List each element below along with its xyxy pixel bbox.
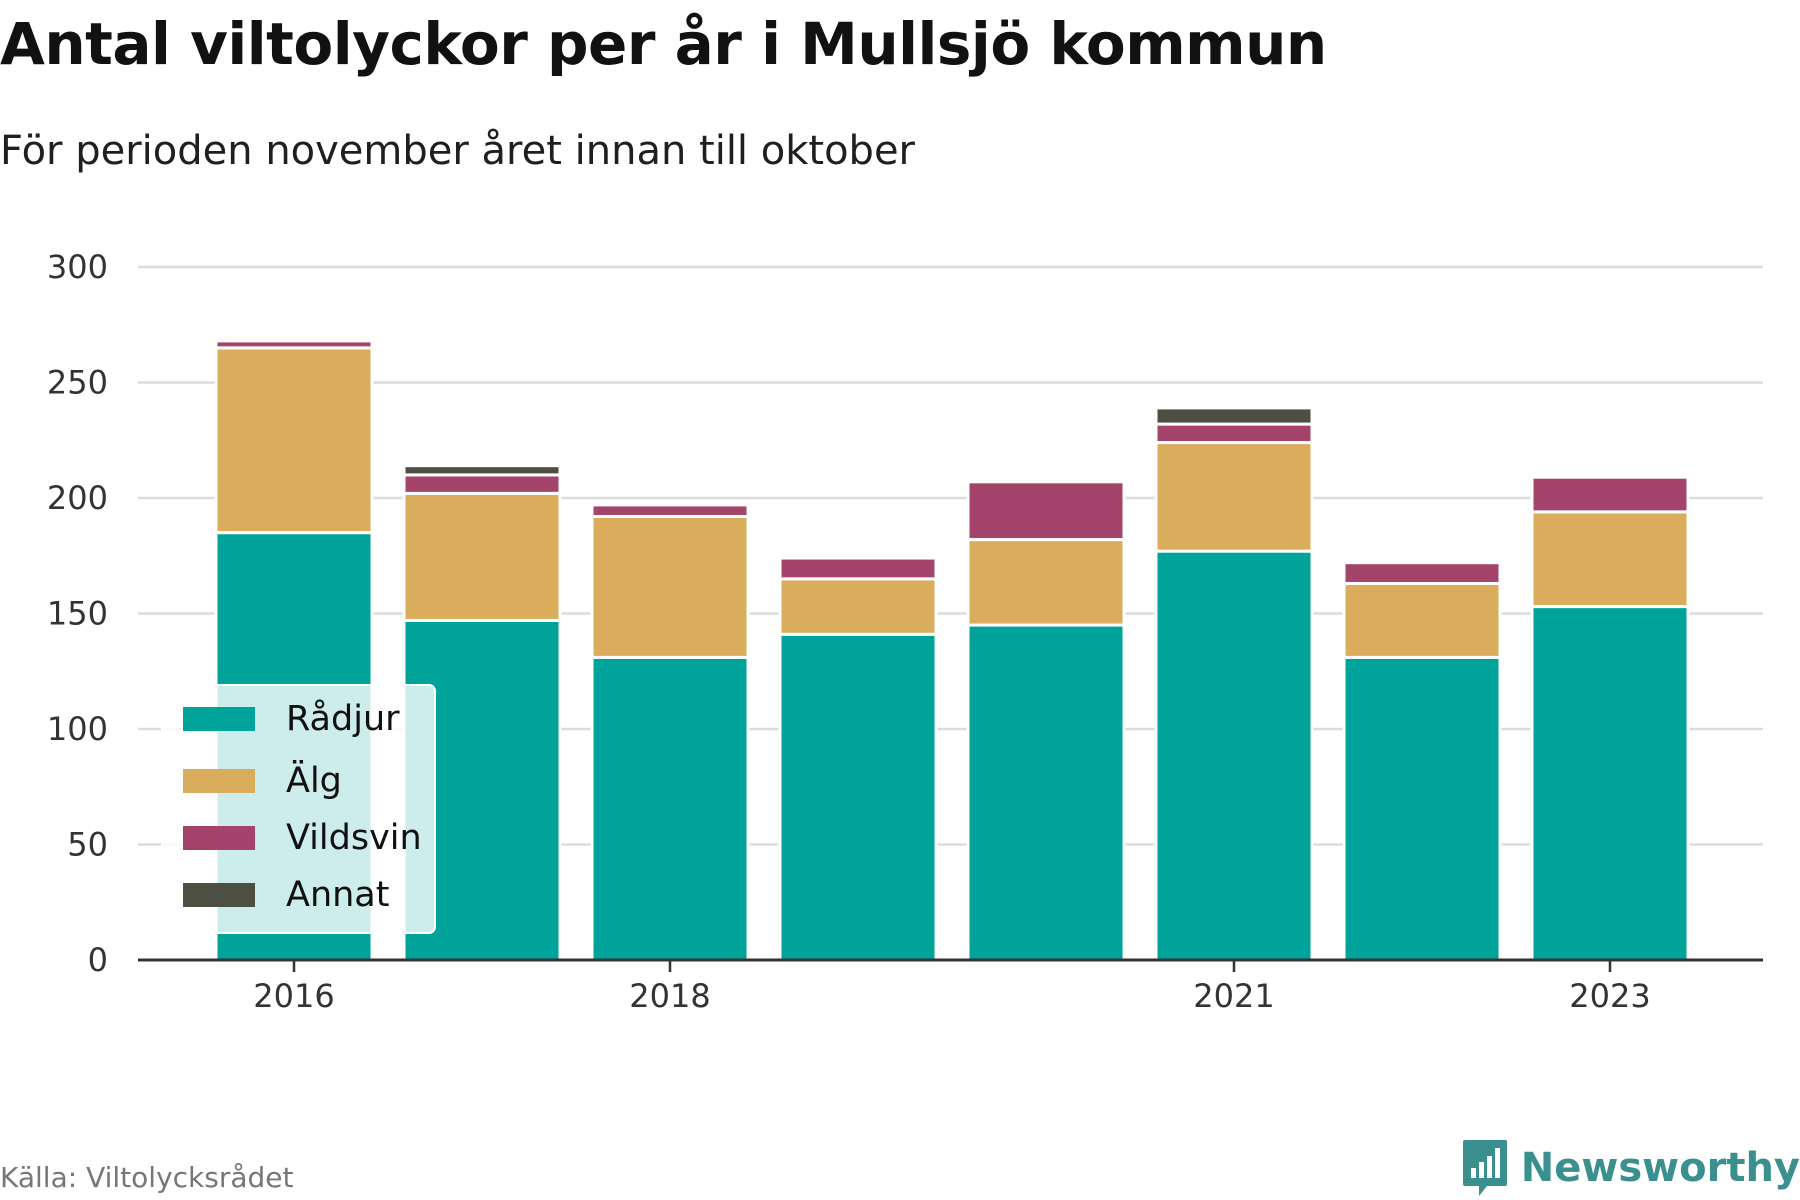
bar-segment bbox=[1342, 561, 1502, 585]
bar-segment bbox=[966, 538, 1126, 627]
x-axis-ticks: 2016 2018 2021 2023 bbox=[253, 960, 1651, 1015]
bar-segment bbox=[590, 655, 750, 962]
bar-segment bbox=[402, 491, 562, 622]
chart-title: Antal viltolyckor per år i Mullsjö kommu… bbox=[0, 10, 1327, 78]
bar-segment bbox=[1154, 441, 1314, 553]
x-tick-label: 2018 bbox=[629, 977, 710, 1015]
legend-label: Vildsvin bbox=[286, 818, 422, 858]
y-tick-label: 250 bbox=[47, 364, 108, 402]
bar-segment bbox=[590, 503, 750, 518]
bars bbox=[214, 339, 1690, 962]
y-tick-label: 0 bbox=[88, 941, 108, 979]
bar-segment bbox=[778, 556, 938, 581]
bar-segment bbox=[778, 632, 938, 962]
bar-segment bbox=[1342, 655, 1502, 962]
bar-segment bbox=[1154, 406, 1314, 426]
legend-label: Annat bbox=[286, 875, 389, 915]
stacked-bar-chart: 0 50 100 150 200 250 300 2016 2018 2021 2023 Rådj… bbox=[47, 248, 1763, 1015]
x-tick-label: 2023 bbox=[1569, 977, 1650, 1015]
source-note: Källa: Viltolycksrådet bbox=[0, 1161, 294, 1194]
brand-name: Newsworthy bbox=[1520, 1145, 1800, 1191]
bar-segment bbox=[402, 473, 562, 495]
legend-box bbox=[161, 684, 436, 934]
y-tick-label: 300 bbox=[47, 248, 108, 286]
bar-segment bbox=[214, 346, 374, 535]
bar-segment bbox=[1530, 475, 1690, 514]
legend-swatch bbox=[183, 826, 255, 850]
bar-segment bbox=[778, 577, 938, 636]
brand-logo: Newsworthy bbox=[1461, 1138, 1800, 1198]
x-tick-label: 2016 bbox=[253, 977, 334, 1015]
bar-segment bbox=[1154, 422, 1314, 445]
bar-segment bbox=[1154, 549, 1314, 962]
legend-swatch bbox=[183, 707, 255, 731]
legend: Rådjur Älg Vildsvin Annat bbox=[161, 684, 436, 934]
bar-segment bbox=[214, 339, 374, 350]
bar-segment bbox=[1530, 510, 1690, 609]
x-tick-label: 2021 bbox=[1193, 977, 1274, 1015]
y-tick-label: 50 bbox=[67, 826, 108, 864]
y-tick-label: 100 bbox=[47, 710, 108, 748]
legend-swatch bbox=[183, 769, 255, 793]
bar-segment bbox=[966, 623, 1126, 962]
newsworthy-logo-icon bbox=[1462, 1140, 1507, 1196]
bar-segment bbox=[402, 464, 562, 477]
bar-segment bbox=[590, 514, 750, 659]
bar-segment bbox=[1530, 605, 1690, 962]
bar-segment bbox=[1342, 581, 1502, 659]
y-axis-ticks: 0 50 100 150 200 250 300 bbox=[47, 248, 108, 979]
legend-label: Älg bbox=[286, 759, 342, 801]
chart-subtitle: För perioden november året innan till ok… bbox=[0, 128, 915, 174]
legend-swatch bbox=[183, 883, 255, 907]
bar-segment bbox=[966, 480, 1126, 542]
legend-label: Rådjur bbox=[286, 698, 400, 739]
y-tick-label: 150 bbox=[47, 595, 108, 633]
y-tick-label: 200 bbox=[47, 479, 108, 517]
